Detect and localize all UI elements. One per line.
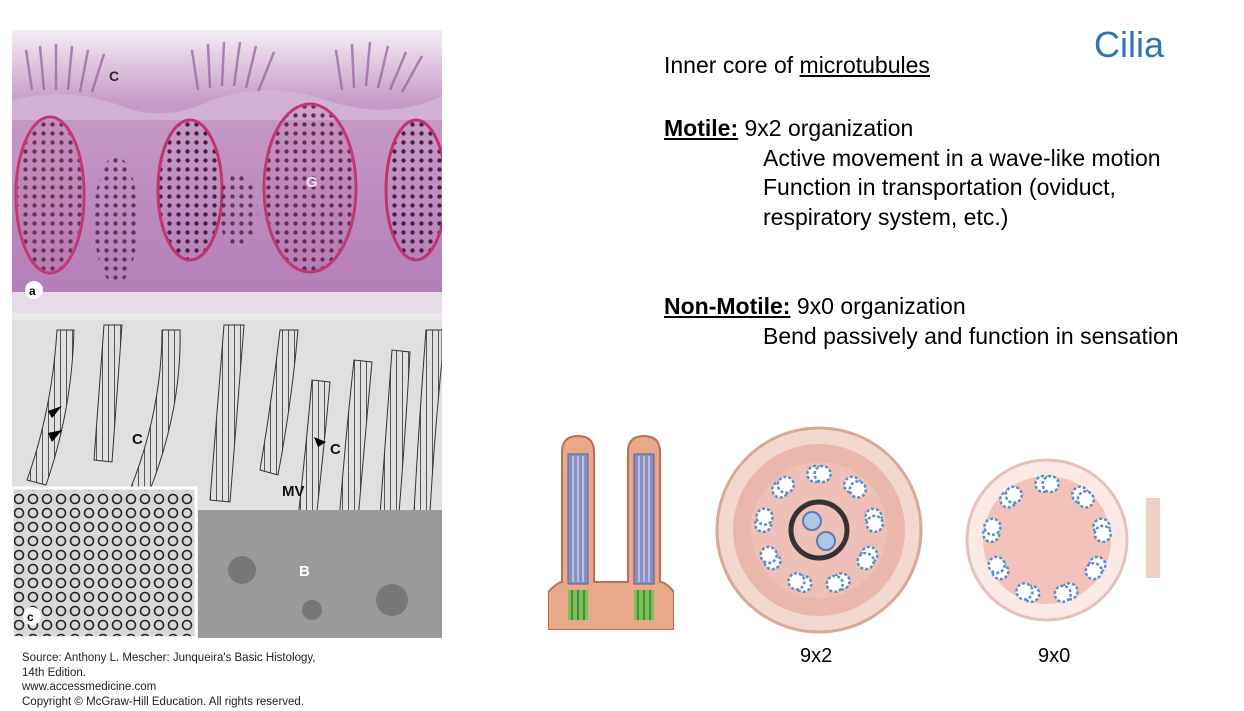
- slide-title: Cilia: [1094, 24, 1165, 65]
- arrowhead-marker: [48, 430, 62, 442]
- microtubule-ring: [1053, 584, 1073, 604]
- outer-doublets: [753, 464, 885, 594]
- microtubule-ring: [755, 507, 774, 526]
- microtubule-ring: [865, 514, 885, 534]
- caption-9x2: 9x2: [800, 645, 833, 667]
- motile-org: 9x2 organization: [744, 115, 914, 141]
- light-micrograph: C G a: [12, 30, 442, 313]
- intro-line: Inner core of microtubules: [664, 50, 930, 80]
- motile-point: Function in transportation (oviduct,: [763, 174, 1116, 200]
- microtubule-ring: [825, 574, 845, 594]
- microtubule-ring: [987, 555, 1006, 575]
- micrograph-panel: C G a C C MV B: [12, 30, 442, 638]
- label-mv: MV: [282, 483, 305, 500]
- label-g: G: [306, 174, 318, 191]
- microtubule-ring: [776, 475, 796, 495]
- source-line: 14th Edition.: [22, 666, 86, 679]
- microtubule-ring: [1093, 524, 1113, 544]
- nonmotile-point: Bend passively and function in sensation: [763, 323, 1179, 349]
- source-line: www.accessmedicine.com: [22, 681, 157, 693]
- label-c-em1: C: [132, 431, 143, 448]
- cilia-longitudinal-illustration: [548, 434, 674, 630]
- cross-section-9x2: [715, 426, 923, 634]
- cross-section-9x0: [965, 458, 1160, 622]
- microtubule-ring: [848, 480, 868, 499]
- label-a: a: [29, 284, 36, 298]
- label-c-em2: C: [330, 441, 341, 458]
- microtubule-ring: [1015, 582, 1034, 601]
- microtubule-ring: [759, 545, 778, 565]
- motile-point: respiratory system, etc.): [763, 204, 1009, 230]
- microtubule-ring: [983, 517, 1002, 536]
- microtubule-ring: [813, 464, 832, 484]
- arrowhead-marker: [48, 406, 62, 418]
- motile-point: Active movement in a wave-like motion: [763, 145, 1161, 171]
- outer-doublets: [981, 474, 1113, 604]
- nonmotile-line: Non-Motile: 9x0 organization: [664, 291, 966, 321]
- label-c-light: C: [109, 68, 119, 84]
- micrograph-art: C G a C C MV B: [12, 30, 442, 638]
- label-c-inset: c: [27, 610, 34, 624]
- microtubule-ring: [856, 551, 875, 571]
- nonmotile-heading: Non-Motile:: [664, 293, 791, 319]
- microtubule-ring: [1004, 485, 1024, 505]
- microtubule-ring: [787, 572, 806, 591]
- microtubule-ring: [1084, 561, 1103, 581]
- intro-prefix: Inner core of: [664, 52, 800, 78]
- microtubules-term: microtubules: [799, 52, 930, 78]
- microtubule-ring: [1041, 474, 1060, 494]
- motile-line: Motile: 9x2 organization: [664, 113, 913, 143]
- electron-micrograph: C C MV B c: [12, 320, 442, 638]
- source-credit: Source: Anthony L. Mescher: Junqueira's …: [22, 651, 315, 709]
- source-line: Source: Anthony L. Mescher: Junqueira's …: [22, 652, 316, 664]
- label-b: B: [299, 563, 310, 580]
- nonmotile-org: 9x0 organization: [796, 293, 966, 319]
- source-line: Copyright © McGraw-Hill Education. All r…: [22, 695, 305, 708]
- arrowhead-marker: [314, 437, 326, 447]
- caption-9x0: 9x0: [1038, 645, 1071, 667]
- motile-heading: Motile:: [664, 115, 739, 141]
- microtubule-ring: [1076, 490, 1096, 509]
